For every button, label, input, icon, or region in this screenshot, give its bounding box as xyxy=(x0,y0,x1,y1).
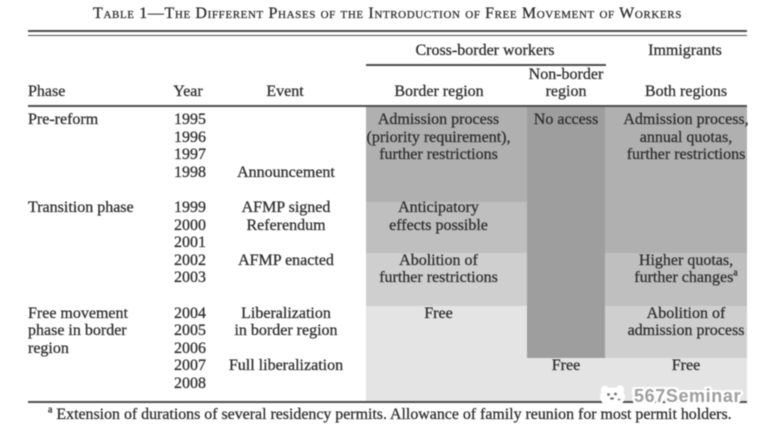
cell-both-free: Free xyxy=(671,357,701,375)
bottom-rule xyxy=(28,400,747,403)
years-2004-2008: 2004 2005 2006 2007 2008 xyxy=(174,304,206,392)
cell-border-restrictions: Admission process (priority requirement)… xyxy=(366,111,511,164)
cross-border-underline xyxy=(366,64,606,66)
group-header-immigrants: Immigrants xyxy=(648,42,722,59)
shade-border-restrictions xyxy=(366,105,527,202)
cell-both-higher-quotas: Higher quotas, further changesa xyxy=(616,252,756,287)
event-liberalization: Liberalization in border region xyxy=(234,304,338,340)
cell-both-abolition: Abolition of admission process xyxy=(627,304,745,340)
event-full-liberalization: Full liberalization xyxy=(228,357,344,375)
cell-border-anticipatory: Anticipatory effects possible xyxy=(389,199,488,234)
event-afmp-enacted: AFMP enacted xyxy=(238,251,334,269)
years-1999-2003: 1999 2000 2001 2002 2003 xyxy=(174,199,206,287)
column-header-non-border-region: Non-border region xyxy=(528,65,604,101)
shade-border-abolition xyxy=(366,253,527,306)
column-header-year: Year xyxy=(173,83,203,101)
footnote-marker: a xyxy=(48,404,53,416)
shade-nonborder-free xyxy=(527,358,605,402)
header-rule xyxy=(28,105,747,108)
column-header-border-region: Border region xyxy=(394,83,484,101)
footnote-text: Extension of durations of several reside… xyxy=(52,405,732,423)
column-header-event: Event xyxy=(266,83,304,101)
footnote: a Extension of durations of several resi… xyxy=(48,404,768,423)
shade-both-higher-quotas xyxy=(605,253,747,306)
table-title: Table 1—The Different Phases of the Intr… xyxy=(93,4,682,22)
shade-nonborder-noaccess xyxy=(527,105,605,358)
phase-free-movement: Free movement phase in border region xyxy=(28,304,128,357)
phase-transition: Transition phase xyxy=(28,199,134,216)
group-header-cross-border: Cross-border workers xyxy=(415,42,555,59)
cell-border-free: Free xyxy=(424,304,453,322)
top-double-rule-2 xyxy=(28,34,747,37)
shade-border-free xyxy=(366,306,527,402)
shade-both-free xyxy=(605,358,747,402)
shade-both-restrictions xyxy=(605,105,747,253)
shade-border-anticipatory xyxy=(366,202,527,253)
shade-both-abolition xyxy=(605,306,747,358)
cell-border-abolition: Abolition of further restrictions xyxy=(379,251,498,287)
cell-both-higher-quotas-sup: a xyxy=(733,267,738,279)
years-1995-1998: 1995 1996 1997 1998 xyxy=(174,111,206,181)
column-header-phase: Phase xyxy=(28,83,66,101)
column-header-both-regions: Both regions xyxy=(644,83,728,101)
watermark-panda-face-icon xyxy=(600,385,625,407)
top-double-rule-1 xyxy=(28,30,747,32)
event-announcement: Announcement xyxy=(237,163,335,181)
cell-both-restrictions: Admission process, annual quotas, furthe… xyxy=(623,111,749,164)
cell-nonborder-no-access: No access xyxy=(533,111,599,129)
cell-nonborder-free: Free xyxy=(551,357,581,375)
watermark-text: 567Seminar xyxy=(634,386,742,406)
phase-pre-reform: Pre-reform xyxy=(28,111,99,129)
event-afmp-signed-referendum: AFMP signed Referendum xyxy=(241,199,331,234)
cell-both-higher-quotas-text: Higher quotas, further changes xyxy=(634,251,734,287)
